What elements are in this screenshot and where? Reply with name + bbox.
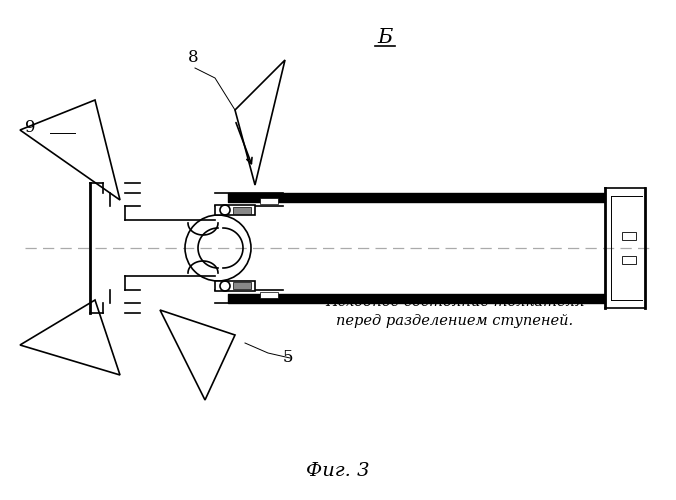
Text: 5: 5 <box>283 350 293 366</box>
Text: Исходное состояние толкателя
перед разделением ступеней.: Исходное состояние толкателя перед разде… <box>325 295 585 328</box>
Bar <box>233 282 251 289</box>
Text: 8: 8 <box>188 50 198 66</box>
Text: 9: 9 <box>25 120 35 136</box>
Bar <box>622 232 636 240</box>
Bar <box>215 205 255 215</box>
Bar <box>260 292 278 298</box>
Bar <box>233 207 251 214</box>
Text: Фиг. 3: Фиг. 3 <box>306 462 370 480</box>
Text: Б: Б <box>377 28 393 47</box>
Bar <box>215 281 255 291</box>
Bar <box>260 198 278 204</box>
Bar <box>622 256 636 264</box>
